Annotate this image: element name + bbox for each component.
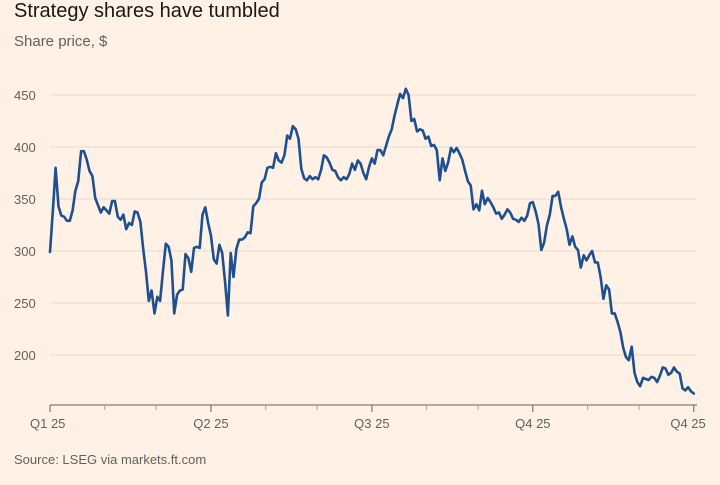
series-layer (48, 87, 696, 395)
chart-title: Strategy shares have tumbled (14, 0, 280, 22)
x-axis: Q1 25 Q2 25 Q3 25 Q4 25 Q4 25 (30, 404, 706, 431)
y-tick-label: 250 (14, 296, 36, 311)
x-tick-label: Q4 25 (515, 416, 550, 431)
y-axis: 200 250 300 350 400 450 (14, 88, 36, 363)
y-tick-label: 350 (14, 192, 36, 207)
y-tick-label: 400 (14, 140, 36, 155)
y-tick-label: 200 (14, 348, 36, 363)
x-tick-label: Q4 25 (670, 416, 705, 431)
y-tick-label: 300 (14, 244, 36, 259)
x-tick-label: Q3 25 (354, 416, 389, 431)
chart-source: Source: LSEG via markets.ft.com (14, 452, 207, 467)
x-tick-label: Q2 25 (193, 416, 228, 431)
y-tick-label: 450 (14, 88, 36, 103)
grid-layer (50, 94, 697, 356)
x-tick-label: Q1 25 (30, 416, 65, 431)
series-line (48, 87, 696, 395)
chart-subtitle: Share price, $ (14, 33, 108, 50)
